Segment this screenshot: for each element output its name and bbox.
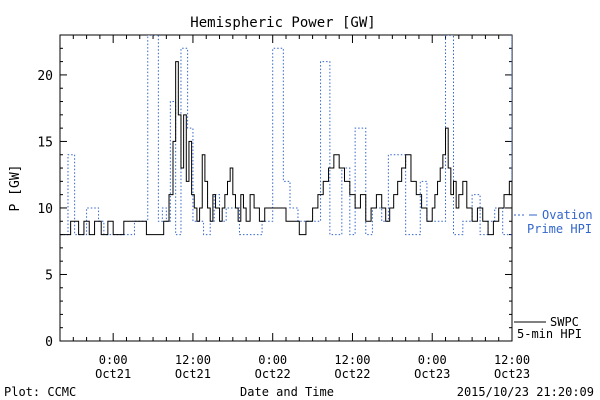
legend-ovation-line1: Ovation	[542, 208, 593, 222]
legend-swpc: SWPC 5-min HPI	[514, 315, 582, 341]
x-tick-date-label: Oct23	[414, 367, 450, 381]
x-tick-date-label: Oct22	[334, 367, 370, 381]
legend-swpc-line2: 5-min HPI	[517, 327, 582, 341]
y-tick-label: 20	[37, 69, 53, 84]
legend-ovation-line2: Prime HPI	[527, 222, 592, 236]
swpc-series	[60, 61, 512, 236]
x-tick-date-label: Oct23	[494, 367, 530, 381]
x-tick-time-label: 12:00	[494, 353, 530, 367]
x-axis-label: Date and Time	[240, 385, 334, 399]
footer-timestamp: 2015/10/23 21:20:09	[457, 385, 594, 399]
ovation-prime-series	[60, 35, 512, 236]
x-tick-date-label: Oct22	[255, 367, 291, 381]
x-tick-time-label: 0:00	[99, 353, 128, 367]
y-tick-label: 10	[37, 202, 53, 217]
x-tick-date-label: Oct21	[175, 367, 211, 381]
footer-plot-source: Plot: CCMC	[4, 385, 76, 399]
y-axis: 0 5 10 15 20	[37, 34, 512, 350]
y-axis-label: P [GW]	[8, 165, 23, 212]
x-tick-time-label: 12:00	[175, 353, 211, 367]
chart-title: Hemispheric Power [GW]	[190, 15, 375, 31]
y-tick-label: 5	[45, 268, 53, 283]
x-tick-date-label: Oct21	[95, 367, 131, 381]
x-tick-time-label: 0:00	[418, 353, 447, 367]
y-tick-label: 0	[45, 335, 53, 350]
x-tick-time-label: 12:00	[334, 353, 370, 367]
x-tick-time-label: 0:00	[258, 353, 287, 367]
plot-frame	[59, 34, 513, 342]
legend-swpc-line1: SWPC	[550, 315, 579, 329]
x-axis: 0:00Oct2112:00Oct210:00Oct2212:00Oct220:…	[59, 35, 530, 381]
y-tick-label: 15	[37, 135, 53, 150]
legend-ovation-prime: Ovation Prime HPI	[514, 208, 593, 236]
series-layer	[60, 35, 512, 236]
